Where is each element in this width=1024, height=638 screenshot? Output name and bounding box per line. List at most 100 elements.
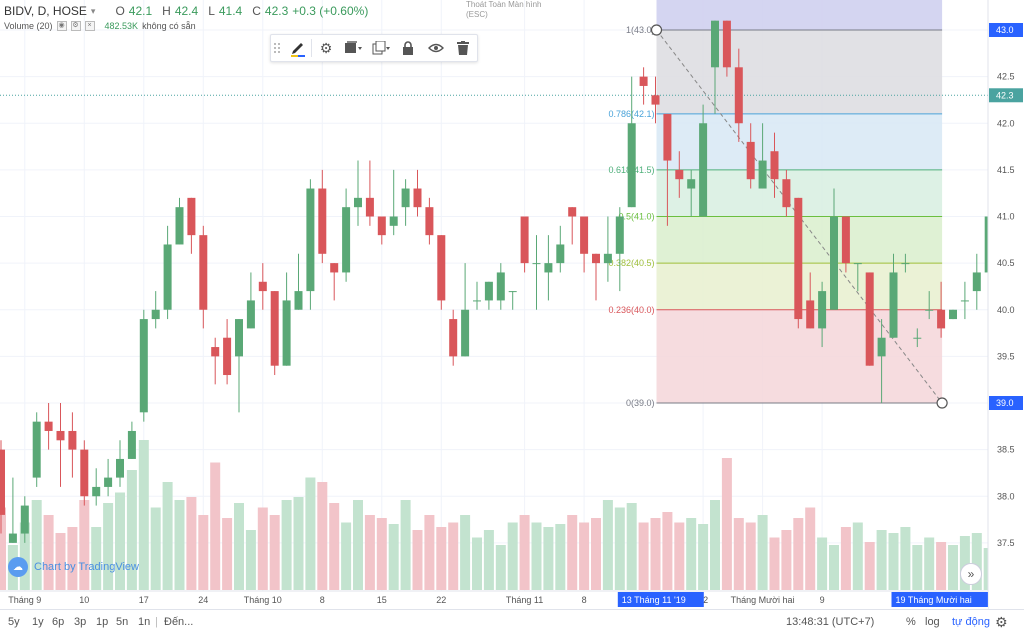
volume-bar <box>757 515 768 590</box>
open-value: 42.1 <box>128 4 153 18</box>
candle-body <box>675 169 684 180</box>
range-1m-button[interactable]: 1p <box>96 616 109 628</box>
fib-level-label: 0.5(41.0) <box>618 212 654 222</box>
candle-body <box>151 309 160 320</box>
volume-bar <box>733 518 744 590</box>
chevron-down-icon[interactable]: ▾ <box>90 5 96 16</box>
volume-bar <box>817 537 828 590</box>
volume-bar <box>829 545 839 590</box>
trash-icon[interactable] <box>450 35 477 61</box>
candle-body <box>413 188 422 208</box>
candle-body <box>187 197 196 236</box>
range-5y-button[interactable]: 5y <box>8 616 20 628</box>
price-highlight-label: 42.3 <box>996 90 1014 100</box>
gear-icon[interactable]: ⚙ <box>995 614 1008 630</box>
fib-level-label: 1(43.0) <box>626 25 655 35</box>
pencil-icon[interactable] <box>284 35 311 61</box>
cloud-icon: ☁ <box>8 557 28 577</box>
change-value: +0.3 (+0.60%) <box>292 4 369 18</box>
price-chart[interactable]: 1(43.0)0.786(42.1)0.618(41.5)0.5(41.0)0.… <box>0 0 1024 609</box>
gear-icon[interactable]: ⚙ <box>319 39 333 56</box>
goto-date-button[interactable]: Đến... <box>164 616 194 628</box>
exit-fullscreen-hint[interactable]: Thoát Toàn Màn hình (ESC) <box>466 0 541 20</box>
volume-bar <box>234 503 244 590</box>
volume-bar <box>721 458 732 590</box>
price-tick-label: 42.0 <box>997 118 1015 128</box>
close-value: 42.3 <box>264 4 289 18</box>
candle-body <box>520 216 529 264</box>
candle-body <box>258 281 267 292</box>
volume-bar <box>162 482 173 590</box>
candle-body <box>294 291 303 310</box>
volume-bar <box>79 500 90 590</box>
price-highlight-label: 39.0 <box>996 398 1014 408</box>
price-tick-label: 41.5 <box>997 165 1015 175</box>
percent-scale-button[interactable]: % <box>906 616 916 628</box>
volume-bar <box>840 527 851 590</box>
volume-bar <box>483 530 494 590</box>
volume-bar <box>210 462 221 590</box>
price-highlight-box <box>989 88 1023 103</box>
candle-body <box>532 263 541 265</box>
candle-body <box>211 347 220 357</box>
gear-icon[interactable]: ⚙ <box>70 21 81 31</box>
volume-bar <box>614 507 625 590</box>
volume-bar <box>971 533 982 590</box>
time-tick-label: 8 <box>320 595 325 605</box>
price-tick-label: 38.0 <box>997 491 1015 501</box>
volume-bar <box>626 503 637 590</box>
time-tick-label: 22 <box>436 595 446 605</box>
price-highlight-box <box>989 396 1023 410</box>
template-icon[interactable] <box>340 35 367 61</box>
volume-bar <box>900 527 911 590</box>
clone-icon[interactable] <box>367 35 394 61</box>
volume-bar <box>769 537 780 590</box>
candle-body <box>615 216 624 254</box>
volume-label[interactable]: Volume (20) <box>4 21 53 31</box>
drawing-toolbar[interactable]: ⚙ <box>270 34 478 62</box>
candle-body <box>889 272 898 338</box>
symbol-label[interactable]: BIDV, D, HOSE <box>4 4 87 18</box>
range-6m-button[interactable]: 6p <box>52 616 65 628</box>
log-scale-button[interactable]: log <box>925 616 940 628</box>
eye-icon[interactable] <box>422 35 449 61</box>
range-1y-button[interactable]: 1y <box>32 616 44 628</box>
fib-zone <box>656 309 943 403</box>
clock-label[interactable]: 13:48:31 (UTC+7) <box>786 616 875 628</box>
candle-body <box>913 337 922 339</box>
drag-handle-icon[interactable] <box>274 40 284 56</box>
candle-body <box>0 449 5 515</box>
candle-body <box>8 533 17 543</box>
candle-body <box>461 309 470 357</box>
candle-body <box>758 160 767 189</box>
volume-bar <box>745 522 756 590</box>
close-icon[interactable]: × <box>84 21 95 31</box>
volume-bar <box>186 497 197 590</box>
candle-body <box>282 300 291 366</box>
volume-bar <box>353 500 363 590</box>
candle-body <box>841 216 850 264</box>
candle-body <box>199 235 208 310</box>
lock-icon[interactable] <box>395 35 422 61</box>
volume-bar <box>638 522 649 590</box>
volume-bar <box>198 515 209 590</box>
price-tick-label: 42.5 <box>997 72 1015 82</box>
volume-bar <box>662 512 673 590</box>
price-highlight-box <box>989 23 1023 37</box>
range-3m-button[interactable]: 3p <box>74 616 87 628</box>
auto-scale-button[interactable]: tự động <box>952 616 990 628</box>
candle-body <box>699 123 708 217</box>
bottom-toolbar: 5y 1y 6p 3p 1p 5n 1n | Đến... 13:48:31 (… <box>0 609 1024 638</box>
range-5d-button[interactable]: 5n <box>116 616 129 628</box>
candle-body <box>44 421 53 431</box>
volume-bar <box>793 518 804 590</box>
tradingview-watermark[interactable]: ☁ Chart by TradingView <box>8 557 139 577</box>
eye-icon[interactable]: ◉ <box>56 21 67 31</box>
scroll-to-realtime-button[interactable]: » <box>960 563 982 585</box>
range-1d-button[interactable]: 1n <box>138 616 151 628</box>
candle-body <box>484 281 493 301</box>
volume-bar <box>126 470 137 590</box>
candle-body <box>80 449 89 497</box>
watermark-label: Chart by TradingView <box>34 561 139 573</box>
